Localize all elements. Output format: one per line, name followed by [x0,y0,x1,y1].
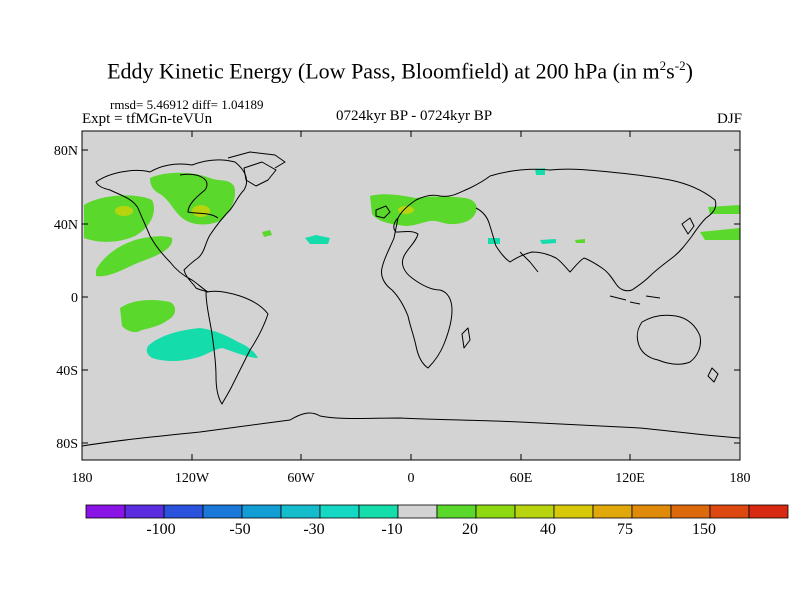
lon-tick-marks [81,131,741,460]
atlantic-cyan-region [305,235,330,244]
lat-label-80s: 80S [56,437,78,452]
antarctica-coast [81,412,741,447]
british-isles-coast [375,205,391,219]
lat-label-80n: 80N [54,144,78,159]
spot-2 [192,205,210,217]
lat-label-40n: 40N [54,218,78,233]
rmsd-label: rmsd= 5.46912 diff= 1.04189 [110,97,264,112]
small-asia-region [575,239,585,243]
south-pacific-region [120,300,176,333]
season-label: DJF [716,111,742,127]
north-pacific-west-region [84,195,155,242]
period-label: 0724kyr BP - 0724kyr BP [335,108,493,124]
colorbar-box [319,504,360,519]
greenland-coast [243,161,277,187]
colorbar-box [202,504,243,519]
new-zealand-coast [707,367,719,383]
colorbar-box [748,504,789,519]
colorbar-box [358,504,399,519]
europe-region [370,194,477,226]
colorbar-box [670,504,711,519]
colorbar-box [280,504,321,519]
colorbar-label-minus-50: -50 [229,521,250,538]
japan-coast [681,217,695,235]
central-asia-cyan-region [540,239,556,244]
colorbar-box [631,504,672,519]
lon-label-120w: 120W [175,471,210,486]
australia-coast [636,314,701,365]
colorbar-label-minus-10: -10 [381,521,402,538]
colorbar-label-75: 75 [617,521,633,538]
lat-label-0: 0 [71,291,78,306]
hudson-bay-coast [179,173,219,219]
colorbar-box [436,504,477,519]
north-america-coast [95,159,248,293]
north-pacific-dateline-east-region [708,205,740,214]
lon-label-180-right: 180 [730,471,751,486]
colorbar-box [85,504,126,519]
lon-label-120e: 120E [615,471,645,486]
colorbar-label-150: 150 [692,521,716,538]
colorbar-box [475,504,516,519]
colorbar-label-minus-30: -30 [303,521,324,538]
madagascar-coast [461,327,471,349]
colorbar-box [397,504,438,519]
asia-coast [475,168,717,292]
colorbar-box [592,504,633,519]
spot-1 [115,206,133,216]
positive-anomaly-regions [84,172,740,333]
colorbar-box [163,504,204,519]
southeast-pacific-region [146,328,258,361]
africa-europe-coast [381,175,491,369]
north-pacific-japan-region [700,228,740,240]
colorbar-box [124,504,165,519]
colorbar-label-20: 20 [462,521,478,538]
colorbar-label-40: 40 [540,521,556,538]
arabian-coast [519,251,539,273]
lon-label-0: 0 [408,471,415,486]
arctic-islands-coast [227,151,286,169]
colorbar [85,504,789,519]
colorbar-box [241,504,282,519]
north-pacific-east-region [96,236,173,277]
lon-label-60e: 60E [510,471,533,486]
plot-title: Eddy Kinetic Energy (Low Pass, Bloomfiel… [107,58,693,84]
colorbar-box [709,504,750,519]
experiment-label: Expt = tfMGn-teVUn [82,111,213,127]
colorbar-label-minus-100: -100 [146,521,175,538]
small-atlantic-region [262,230,272,237]
lat-tick-marks [82,149,740,444]
indonesia-coast [609,295,661,305]
south-america-coast [205,290,269,405]
lat-label-40s: 40S [56,364,78,379]
lon-label-180-left: 180 [72,471,93,486]
coastlines [81,151,741,447]
north-america-region [150,172,236,225]
lon-label-60w: 60W [287,471,315,486]
colorbar-box [553,504,594,519]
colorbar-box [514,504,555,519]
